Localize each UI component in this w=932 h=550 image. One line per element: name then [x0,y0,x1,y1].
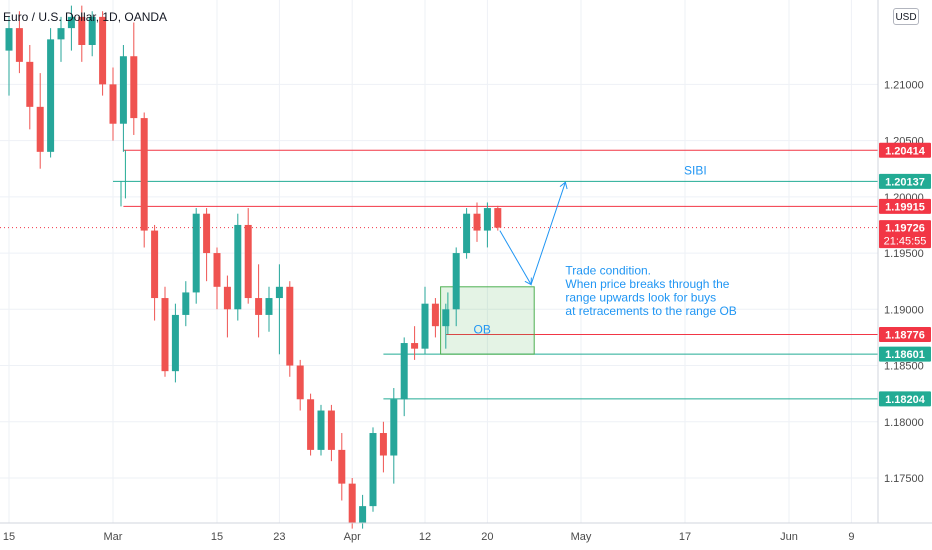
price-label-bg [879,198,931,214]
candle-body [463,213,471,254]
candle-body [47,39,55,152]
y-tick-label: 1.21000 [884,79,924,91]
annotation-label: OB [474,322,491,336]
x-tick-label: 15 [3,531,15,543]
candle-body [379,433,387,456]
candle-body [36,106,44,152]
candle-body [411,343,419,349]
candles [5,5,502,529]
x-tick-label: 12 [419,531,431,543]
x-tick-label: Apr [344,531,361,543]
candle-body [296,365,304,400]
price-label-bg [879,391,931,407]
trade-note-line: When price breaks through the [565,277,729,291]
candle-body [400,343,408,400]
candle-body [483,208,491,231]
y-tick-label: 1.17500 [884,473,924,485]
candle-body [223,286,231,310]
candle-body [390,399,398,456]
candle-body [338,449,346,484]
price-label-bg [879,220,931,249]
candle-body [348,483,356,523]
y-tick-label: 1.18000 [884,417,924,429]
currency-badge[interactable]: USD [893,8,919,25]
candle-body [442,309,450,327]
countdown-label: 21:45:55 [884,236,927,248]
candle-body [317,410,325,450]
candle-body [151,230,159,299]
grid [0,0,878,523]
candle-body [5,28,13,51]
y-axis: 1.210001.205001.200001.195001.190001.185… [877,0,931,523]
x-tick-label: 15 [211,531,223,543]
y-tick-label: 1.19500 [884,248,924,260]
x-tick-label: 17 [679,531,691,543]
overlay: SIBI OB Trade condition.When price breaks … [474,164,737,337]
trade-note-line: at retracements to the range OB [565,304,736,318]
projection-path [499,182,566,286]
candle-body [171,314,179,372]
trade-note-line: range upwards look for buys [565,290,716,304]
candle-body [192,213,200,293]
price-label: 1.19915 [885,201,925,213]
price-label: 1.20414 [885,145,926,157]
projection-arrowhead-up [559,181,568,190]
candle-body [286,286,294,366]
price-label: 1.19726 [885,223,925,235]
candle-body [203,213,211,254]
candle-body [78,16,86,45]
candle-body [431,303,439,327]
candle-body [369,433,377,507]
trade-note-line: Trade condition. [565,263,651,277]
horizontal-lines [0,149,878,400]
x-tick-label: Mar [104,531,123,543]
price-label-bg [879,173,931,189]
x-tick-label: May [571,531,592,543]
candle-body [67,16,75,29]
candle-body [255,298,263,315]
x-axis: 15 Mar 15 23 Apr 12 20 May 17 Jun 9 [0,522,932,543]
candle-body [130,56,138,119]
price-label-bg [879,142,931,158]
projection-arrowhead-down [524,277,532,286]
candle-body [213,253,221,287]
candle-body [265,298,273,315]
candle-body [275,286,283,299]
candle-body [473,213,481,231]
x-tick-label: 20 [481,531,493,543]
price-label: 1.18204 [885,394,926,406]
candle-body [57,28,65,40]
x-tick-label: 23 [273,531,285,543]
price-label-bg [879,346,931,362]
candle-body [234,224,242,310]
y-tick-label: 1.18500 [884,361,924,373]
candle-body [494,208,502,228]
price-label: 1.18601 [885,349,925,361]
candle-body [359,506,367,523]
y-tick-label: 1.19000 [884,304,924,316]
x-tick-label: Jun [780,531,798,543]
candle-body [88,16,96,45]
price-label-bg [879,326,931,342]
candle-body [327,410,335,450]
price-label: 1.18776 [885,329,925,341]
candle-body [452,253,460,310]
x-tick-label: 9 [848,531,854,543]
candle-body [140,118,148,231]
price-label: 1.20137 [885,176,925,188]
candle-body [119,56,127,124]
candle-body [244,224,252,299]
candle-body [15,28,23,62]
candle-body [161,298,169,372]
candle-body [307,399,315,450]
candle-body [26,61,34,107]
candle-body [182,292,190,315]
candle-body [99,16,107,85]
candle-body [109,84,117,124]
candle-body [421,303,429,349]
annotation-label: SIBI [684,164,707,178]
